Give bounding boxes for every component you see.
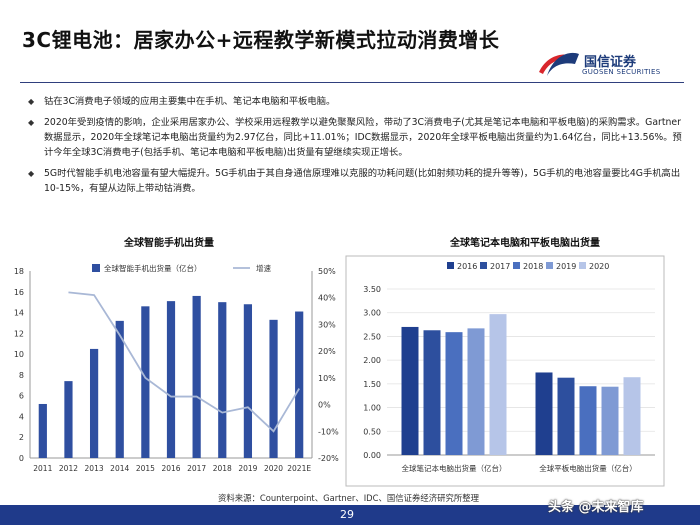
brand-name-en: GUOSEN SECURITIES <box>582 68 661 76</box>
y2-tick-label: -20% <box>318 454 339 463</box>
chart-title-laptop-tablet: 全球笔记本电脑和平板电脑出货量 <box>450 238 600 249</box>
x-tick-label: 全球笔记本电脑出货量（亿台） <box>402 463 507 473</box>
bullet-item: ◆ 2020年受到疫情的影响，企业采用居家办公、学校采用远程教学以避免聚聚风险，… <box>22 115 682 160</box>
footer-band <box>0 505 700 525</box>
legend-label: 2017 <box>490 262 510 271</box>
y-tick-label: 3.00 <box>363 309 381 318</box>
y-tick-label: 6 <box>19 392 24 401</box>
x-tick-label: 2016 <box>161 464 180 473</box>
legend-swatch <box>546 262 553 269</box>
bar <box>295 311 304 458</box>
growth-line <box>68 291 300 433</box>
bullet-list: ◆ 钴在3C消费电子领域的应用主要集中在手机、笔记本电脑和平板电脑。 ◆ 202… <box>22 94 682 202</box>
laptop-tablet-shipments-chart: 0.00 0.50 1.00 1.50 2.00 2.50 3.00 3.50 全球笔记本电脑出… <box>345 255 665 487</box>
y-tick-label: 2.50 <box>363 332 381 341</box>
bar <box>166 301 176 458</box>
bar <box>467 328 485 455</box>
diamond-bullet-icon: ◆ <box>28 169 35 178</box>
bar <box>115 320 124 458</box>
y-tick-label: 14 <box>14 309 24 318</box>
legend-label: 2020 <box>589 262 609 271</box>
y2-tick-label: 10% <box>318 374 336 383</box>
y-tick-label: 8 <box>19 371 24 380</box>
bar <box>192 295 201 458</box>
bullet-item: ◆ 钴在3C消费电子领域的应用主要集中在手机、笔记本电脑和平板电脑。 <box>22 94 682 109</box>
x-tick-label: 2011 <box>33 464 52 473</box>
bar <box>218 302 227 458</box>
bar <box>579 386 597 455</box>
y-tick-label: 16 <box>14 288 24 297</box>
bar <box>89 348 99 458</box>
y2-tick-label: 40% <box>318 294 336 303</box>
legend-swatch <box>513 262 520 269</box>
legend-label: 2018 <box>523 262 543 271</box>
legend-swatch <box>579 262 586 269</box>
bar <box>535 372 553 455</box>
y-tick-label: 3.50 <box>363 285 381 294</box>
y-tick-label: 0.00 <box>363 451 381 460</box>
bar <box>623 377 641 455</box>
y-tick-label: 0 <box>19 454 24 463</box>
legend-swatch <box>480 262 487 269</box>
x-tick-label: 2012 <box>59 464 78 473</box>
bullet-item: ◆ 5G时代智能手机电池容量有望大幅提升。5G手机由于其自身通信原理难以克服的功… <box>22 166 682 196</box>
x-tick-label: 2021E <box>287 464 311 473</box>
diamond-bullet-icon: ◆ <box>28 118 35 127</box>
bar <box>445 332 463 455</box>
watermark: 头条 @未来智库 <box>548 500 644 515</box>
chart-title-smartphone: 全球智能手机出货量 <box>124 238 214 249</box>
y2-tick-label: 30% <box>318 320 336 329</box>
bar <box>38 403 47 458</box>
legend-label: 2019 <box>556 262 576 271</box>
y-tick-label: 18 <box>14 267 24 276</box>
diamond-bullet-icon: ◆ <box>28 97 35 106</box>
legend-swatch-bar <box>92 264 100 272</box>
y-tick-label: 1.00 <box>363 404 381 413</box>
x-tick-label: 全球平板电脑出货量（亿台） <box>539 463 637 473</box>
y-tick-label: 1.50 <box>363 380 381 389</box>
y-tick-label: 10 <box>14 350 24 359</box>
legend-label: 全球智能手机出货量（亿台） <box>104 263 202 273</box>
legend-swatch <box>447 262 454 269</box>
x-tick-label: 2019 <box>238 464 257 473</box>
bullet-text: 钴在3C消费电子领域的应用主要集中在手机、笔记本电脑和平板电脑。 <box>44 96 336 107</box>
x-tick-label: 2014 <box>110 464 129 473</box>
page-title: 3C锂电池：居家办公+远程教学新模式拉动消费增长 <box>22 28 500 52</box>
x-tick-label: 2013 <box>85 464 104 473</box>
y2-tick-label: 50% <box>318 267 336 276</box>
bar <box>423 330 441 455</box>
brand-logo-icon <box>539 52 579 76</box>
bullet-text: 5G时代智能手机电池容量有望大幅提升。5G手机由于其自身通信原理难以克服的功耗问… <box>44 168 681 194</box>
bar <box>401 326 419 455</box>
smartphone-shipments-chart: 0 2 4 6 8 10 12 14 16 18 -20% -10% 0% 10% 20% 30% 40% 50%… <box>14 263 339 473</box>
y2-tick-label: 0% <box>318 401 331 410</box>
x-tick-label: 2015 <box>136 464 155 473</box>
legend-label: 2016 <box>457 262 477 271</box>
brand-name: 国信证券 <box>584 55 637 70</box>
y-tick-label: 12 <box>14 329 24 338</box>
bar <box>557 377 575 455</box>
x-tick-label: 2018 <box>213 464 232 473</box>
bar <box>64 381 73 458</box>
bullet-text: 2020年受到疫情的影响，企业采用居家办公、学校采用远程教学以避免聚聚风险，带动… <box>44 117 682 158</box>
y2-tick-label: 20% <box>318 347 336 356</box>
bar <box>269 319 278 458</box>
y-tick-label: 2 <box>19 433 24 442</box>
y-tick-label: 4 <box>19 412 24 421</box>
bar <box>601 386 619 455</box>
y2-tick-label: -10% <box>318 427 339 436</box>
legend-label: 增速 <box>256 263 271 273</box>
bar <box>141 306 150 458</box>
header-divider <box>20 82 684 83</box>
bar <box>243 304 253 458</box>
y-tick-label: 2.00 <box>363 356 381 365</box>
y-tick-label: 0.50 <box>363 427 381 436</box>
x-tick-label: 2020 <box>264 464 283 473</box>
page-number: 29 <box>340 508 354 521</box>
x-tick-label: 2017 <box>187 464 206 473</box>
bar <box>489 314 507 455</box>
source-note: 资料来源：Counterpoint、Gartner、IDC、国信证券经济研究所整… <box>218 493 479 503</box>
